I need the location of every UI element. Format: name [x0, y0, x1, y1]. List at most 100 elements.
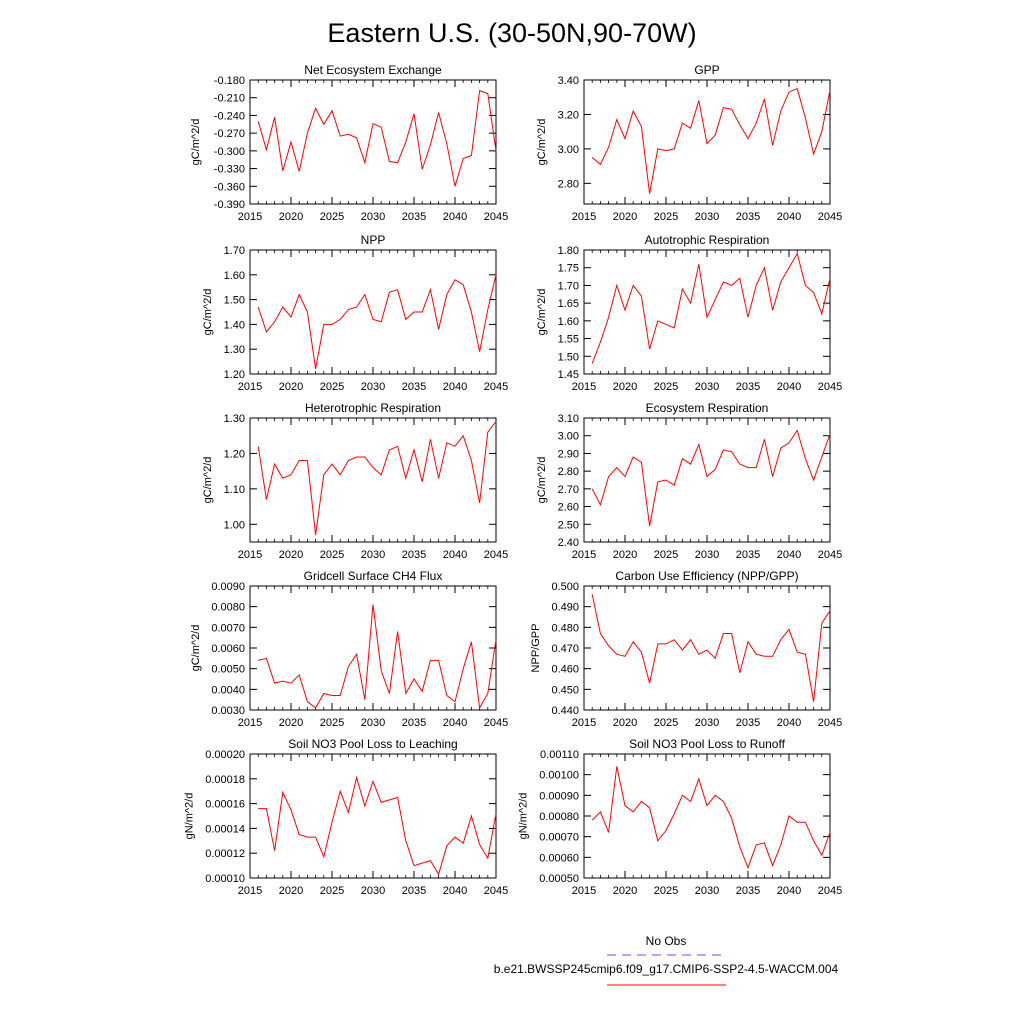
x-tick-label: 2045 — [484, 381, 508, 393]
x-tick-label: 2040 — [443, 717, 467, 729]
y-tick-label: 1.20 — [224, 448, 245, 460]
page-title: Eastern U.S. (30-50N,90-70W) — [327, 18, 696, 48]
x-tick-label: 2030 — [361, 885, 385, 897]
x-tick-label: 2015 — [572, 381, 596, 393]
x-tick-label: 2045 — [818, 549, 842, 561]
y-axis-label: gC/m^2/d — [536, 289, 548, 336]
x-tick-label: 2030 — [361, 549, 385, 561]
y-tick-label: 0.480 — [551, 622, 579, 634]
y-tick-label: 0.0090 — [211, 581, 245, 593]
y-tick-label: 2.80 — [558, 466, 579, 478]
x-tick-label: 2040 — [777, 885, 801, 897]
y-tick-label: 1.10 — [224, 484, 245, 496]
x-tick-label: 2015 — [572, 885, 596, 897]
y-tick-label: 0.450 — [551, 684, 579, 696]
y-tick-label: 2.70 — [558, 484, 579, 496]
x-tick-label: 2035 — [402, 885, 426, 897]
x-tick-label: 2015 — [238, 381, 262, 393]
x-tick-label: 2025 — [320, 211, 344, 223]
y-tick-label: 1.70 — [224, 245, 245, 257]
y-tick-label: -0.240 — [214, 110, 245, 122]
legend: No Obs b.e21.BWSSP245cmip6.f09_g17.CMIP6… — [494, 934, 839, 986]
x-tick-label: 2035 — [402, 549, 426, 561]
chart-title: Net Ecosystem Exchange — [304, 63, 442, 77]
x-tick-label: 2035 — [736, 885, 760, 897]
y-tick-label: -0.390 — [214, 199, 245, 211]
y-tick-label: 0.0050 — [211, 664, 245, 676]
x-tick-label: 2040 — [777, 381, 801, 393]
y-tick-label: 0.0060 — [211, 643, 245, 655]
chart-panel: Autotrophic Respiration 2015 2020 2025 2030 2… — [536, 233, 842, 393]
y-tick-label: 3.20 — [558, 109, 579, 121]
x-tick-label: 2035 — [736, 381, 760, 393]
y-tick-label: 0.00090 — [539, 790, 579, 802]
y-tick-label: -0.210 — [214, 93, 245, 105]
x-tick-label: 2035 — [736, 211, 760, 223]
series-line — [591, 429, 831, 527]
x-tick-label: 2030 — [361, 381, 385, 393]
chart-title: Heterotrophic Respiration — [305, 401, 441, 415]
x-tick-label: 2035 — [736, 549, 760, 561]
y-tick-label: 2.50 — [558, 519, 579, 531]
y-tick-label: 0.440 — [551, 705, 579, 717]
y-axis-label: gC/m^2/d — [536, 457, 548, 504]
series-line — [591, 766, 831, 870]
y-tick-label: 0.0040 — [211, 684, 245, 696]
y-tick-label: 1.70 — [558, 280, 579, 292]
y-tick-label: 0.500 — [551, 581, 579, 593]
x-tick-label: 2045 — [484, 211, 508, 223]
y-axis-label: NPP/GPP — [530, 624, 542, 673]
x-tick-label: 2045 — [818, 211, 842, 223]
x-tick-label: 2020 — [613, 549, 637, 561]
y-tick-label: 3.00 — [558, 431, 579, 443]
y-tick-label: 3.00 — [558, 144, 579, 156]
y-tick-label: -0.330 — [214, 164, 245, 176]
plot-frame — [583, 585, 831, 711]
x-tick-label: 2020 — [613, 885, 637, 897]
y-tick-label: 1.30 — [224, 413, 245, 425]
x-tick-label: 2045 — [818, 885, 842, 897]
x-tick-label: 2015 — [238, 211, 262, 223]
x-tick-label: 2015 — [238, 885, 262, 897]
plot-frame — [249, 753, 497, 879]
x-tick-label: 2040 — [777, 549, 801, 561]
y-tick-label: -0.180 — [214, 75, 245, 87]
y-tick-label: -0.270 — [214, 128, 245, 140]
y-tick-label: 1.40 — [224, 319, 245, 331]
series-line — [591, 87, 831, 194]
series-line — [258, 775, 497, 876]
chart-panel: Soil NO3 Pool Loss to Runoff 2015 2020 2025… — [518, 737, 843, 897]
x-tick-label: 2035 — [402, 717, 426, 729]
legend-obs-label: No Obs — [646, 934, 687, 948]
y-tick-label: 0.0070 — [211, 622, 245, 634]
y-tick-label: 1.50 — [224, 295, 245, 307]
y-tick-label: 1.00 — [224, 519, 245, 531]
x-tick-label: 2035 — [736, 717, 760, 729]
plot-frame — [583, 753, 831, 879]
y-axis-label: gC/m^2/d — [190, 625, 202, 672]
chart-panels: Net Ecosystem Exchange 2015 2020 2025 2030 20… — [184, 63, 843, 897]
x-tick-label: 2020 — [279, 381, 303, 393]
x-tick-label: 2025 — [654, 381, 678, 393]
x-tick-label: 2030 — [695, 381, 719, 393]
x-tick-label: 2030 — [361, 211, 385, 223]
chart-title: Soil NO3 Pool Loss to Leaching — [288, 737, 457, 751]
series-line — [257, 421, 497, 535]
x-tick-label: 2020 — [279, 211, 303, 223]
series-line — [591, 252, 831, 364]
x-tick-label: 2040 — [777, 717, 801, 729]
x-tick-label: 2025 — [654, 549, 678, 561]
x-tick-label: 2030 — [695, 549, 719, 561]
chart-panel: Soil NO3 Pool Loss to Leaching 2015 2020 20… — [184, 737, 509, 897]
x-tick-label: 2020 — [279, 885, 303, 897]
y-tick-label: 0.0080 — [211, 602, 245, 614]
chart-panel: Carbon Use Efficiency (NPP/GPP) 2015 2020 2… — [530, 569, 842, 729]
x-tick-label: 2025 — [654, 717, 678, 729]
y-tick-label: 2.80 — [558, 178, 579, 190]
x-tick-label: 2015 — [238, 549, 262, 561]
legend-model-label: b.e21.BWSSP245cmip6.f09_g17.CMIP6-SSP2-4… — [494, 962, 839, 976]
x-tick-label: 2025 — [320, 717, 344, 729]
y-tick-label: 0.00050 — [539, 873, 579, 885]
x-tick-label: 2040 — [443, 211, 467, 223]
